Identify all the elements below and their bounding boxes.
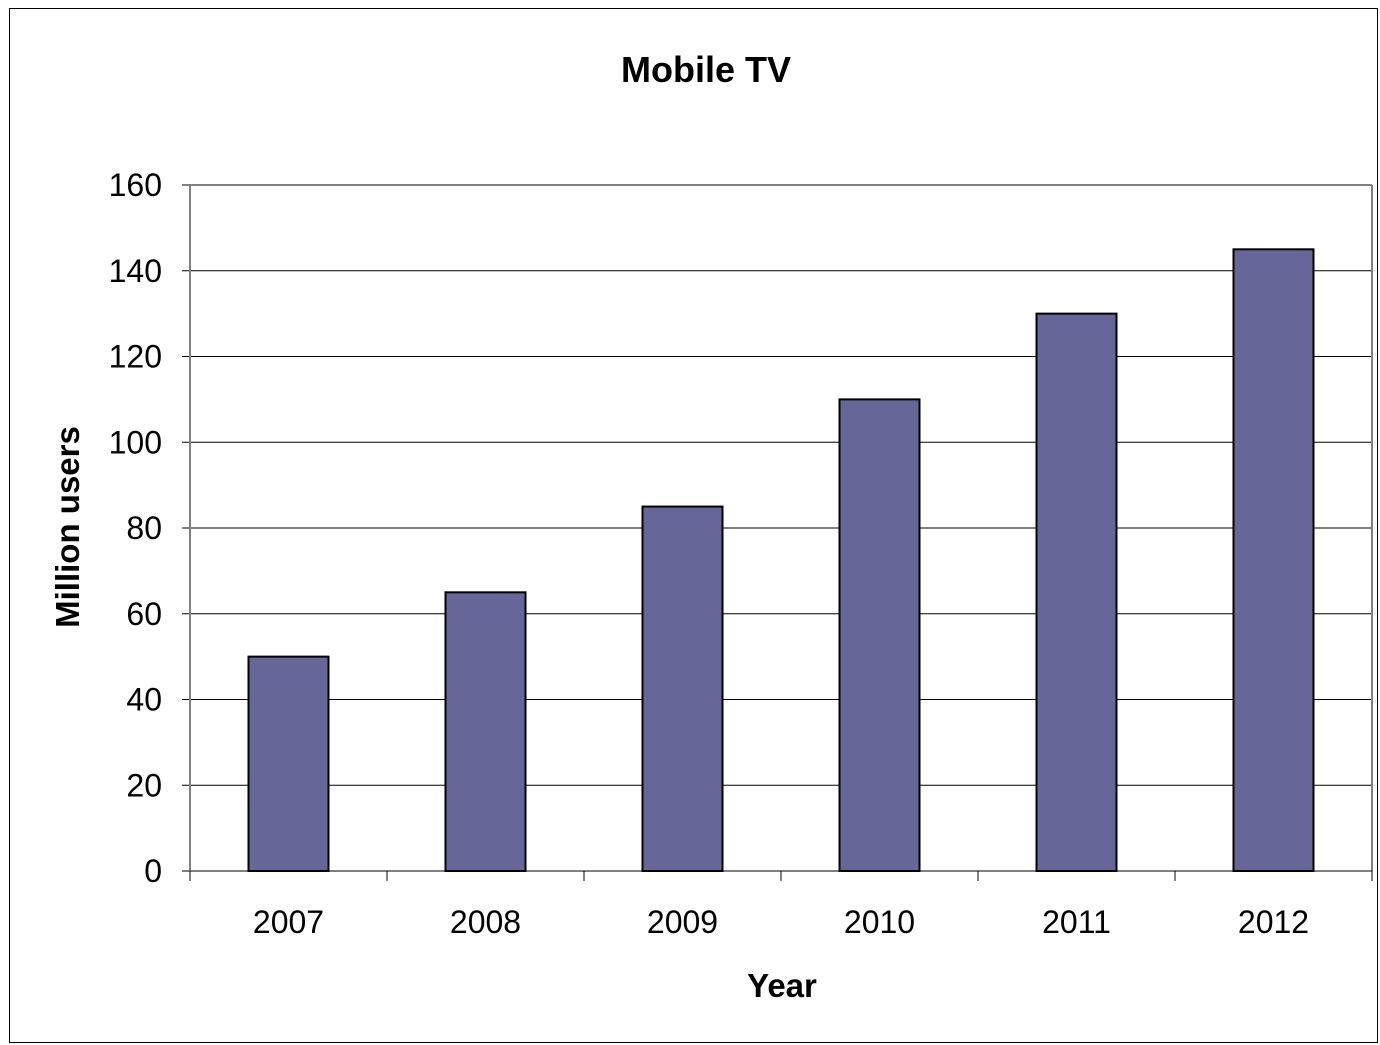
x-tick-label-2011: 2011 (1042, 904, 1111, 940)
y-tick-labels: 0 20 40 60 80 100 120 140 160 (109, 167, 162, 889)
y-tick-label-20: 20 (126, 767, 162, 803)
x-tick-label-2007: 2007 (253, 904, 324, 940)
y-tick-label-80: 80 (126, 510, 162, 546)
y-tick-label-0: 0 (144, 853, 162, 889)
chart-title: Mobile TV (621, 49, 791, 90)
bar-2009 (641, 505, 724, 872)
bar-2011 (1035, 312, 1118, 872)
y-tick-label-40: 40 (126, 682, 162, 718)
x-tick-label-2010: 2010 (844, 904, 915, 940)
bar-2007 (247, 655, 330, 872)
bars (247, 248, 1315, 872)
y-tick-label-60: 60 (126, 596, 162, 632)
gridlines (190, 184, 1372, 786)
x-tick-label-2008: 2008 (450, 904, 521, 940)
x-tick-label-2012: 2012 (1238, 904, 1309, 940)
y-tick-label-100: 100 (109, 424, 162, 460)
bar-2008 (444, 591, 527, 872)
bar-2012 (1232, 248, 1315, 872)
x-tick-label-2009: 2009 (647, 904, 718, 940)
y-tick-label-120: 120 (109, 339, 162, 375)
axes (182, 184, 1373, 881)
y-tick-label-140: 140 (109, 253, 162, 289)
x-axis-title: Year (747, 967, 817, 1004)
y-tick-label-160: 160 (109, 167, 162, 203)
x-tick-labels: 2007 2008 2009 2010 2011 2012 (253, 904, 1309, 940)
y-axis-title: Million users (49, 426, 86, 628)
bar-2010 (838, 398, 921, 872)
